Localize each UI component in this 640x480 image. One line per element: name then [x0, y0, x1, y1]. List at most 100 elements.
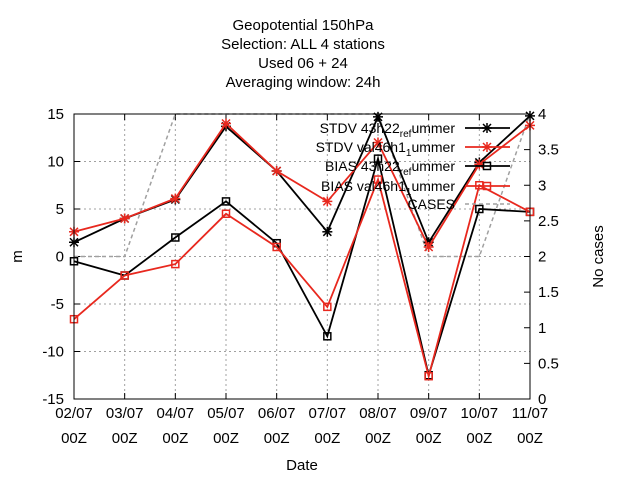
legend-label-tail: ummer: [411, 120, 455, 136]
series: [69, 110, 535, 381]
y2-tick-label: 2.5: [538, 213, 559, 230]
y2-tick-label: 1.5: [538, 284, 559, 301]
series-4: [74, 113, 531, 258]
legend-label: STDV 43h22refummer: [320, 120, 456, 140]
data-point: [423, 242, 434, 252]
x-axis-label: Date: [286, 457, 318, 474]
legend-label-sub: 1: [406, 187, 412, 198]
data-point: [373, 154, 383, 163]
y-tick-label: 5: [56, 201, 64, 218]
series-line: [73, 155, 531, 379]
data-point: [221, 209, 231, 218]
data-point: [323, 302, 332, 312]
legend-swatch-marker: [482, 161, 492, 171]
x-tick-label: 10/07: [461, 405, 499, 422]
data-point: [171, 233, 180, 242]
data-point: [170, 193, 181, 204]
y2-tick-label: 1: [538, 320, 546, 337]
data-point: [323, 332, 332, 341]
y-tick-label: -10: [42, 344, 64, 361]
legend-label: BIAS 43h22refummer: [325, 158, 455, 178]
x-tick-label: 04/07: [157, 405, 195, 422]
y2-axis-ticks: 0 0.5 1 1.5 2 2.5 3 3.5 4: [524, 106, 559, 408]
y2-tick-label: 4: [538, 106, 546, 123]
series-line: [73, 176, 531, 380]
data-point: [373, 137, 383, 148]
x-tick-sublabel: 00Z: [213, 430, 239, 447]
data-point: [120, 271, 129, 280]
legend-label-main: STDV val46h1: [316, 139, 406, 155]
y-axis-label: m: [9, 250, 26, 263]
data-point: [474, 159, 485, 170]
plot-frame: [73, 113, 531, 400]
x-tick-label: 03/07: [106, 405, 144, 422]
y2-tick-label: 3: [538, 177, 546, 194]
data-point: [271, 166, 282, 176]
legend-label-main: STDV 43h22: [320, 120, 400, 136]
data-point: [221, 197, 231, 206]
y2-tick-label: 0: [538, 391, 546, 408]
x-tick-label: 11/07: [512, 405, 548, 422]
legend-label-sub: ref: [400, 129, 412, 140]
x-tick-sublabel: 00Z: [466, 430, 492, 447]
x-tick-sublabel: 00Z: [264, 430, 290, 447]
title-line: Used 06 + 24: [258, 55, 348, 72]
series-line: [73, 122, 531, 249]
x-tick-sublabel: 00Z: [517, 430, 543, 447]
legend-swatch-marker: [482, 181, 492, 191]
data-point: [272, 242, 281, 252]
data-point: [322, 196, 333, 207]
series-3: [69, 175, 535, 381]
legend-label-sub: 1: [406, 148, 412, 159]
legend-label-sub: ref: [400, 167, 412, 178]
y-tick-label: 15: [47, 106, 64, 123]
series-1: [69, 118, 535, 252]
x-tick-sublabel: 00Z: [162, 430, 188, 447]
y2-axis-label: No cases: [590, 225, 607, 288]
legend-label-tail: ummer: [411, 158, 455, 174]
legend-label-tail: ummer: [411, 139, 455, 155]
x-tick-label: 05/07: [207, 405, 245, 422]
x-tick-sublabel: 00Z: [416, 430, 442, 447]
y-tick-label: 0: [56, 249, 64, 266]
legend-label: BIAS val46h11ummer: [321, 178, 455, 198]
legend-swatch-marker: [482, 142, 492, 152]
data-point: [373, 175, 383, 184]
chart-title: Geopotential 150hPa Selection: ALL 4 stat…: [221, 17, 385, 91]
legend-swatch-marker: [482, 123, 492, 133]
x-tick-label: 02/07: [55, 405, 93, 422]
legend-label: STDV val46h11ummer: [316, 139, 456, 159]
x-tick-label: 09/07: [410, 405, 448, 422]
y2-tick-label: 3.5: [538, 142, 559, 159]
x-tick-label: 07/07: [309, 405, 347, 422]
data-point: [322, 226, 333, 237]
data-point: [221, 118, 231, 129]
series-line: [73, 114, 531, 245]
x-tick-sublabel: 00Z: [314, 430, 340, 447]
x-tick-sublabel: 00Z: [365, 430, 391, 447]
y-tick-label: -15: [42, 391, 64, 408]
y-tick-label: 10: [47, 154, 64, 171]
x-tick-sublabel: 00Z: [61, 430, 87, 447]
series-line: [74, 113, 531, 258]
legend-label-tail: ummer: [411, 178, 455, 194]
legend-label-main: BIAS val46h1: [321, 178, 406, 194]
title-line: Averaging window: 24h: [226, 74, 381, 91]
series-0: [69, 110, 535, 248]
title-line: Geopotential 150hPa: [233, 17, 375, 34]
x-tick-sublabel: 00Z: [112, 430, 138, 447]
y2-tick-label: 2: [538, 249, 546, 266]
data-point: [171, 259, 180, 269]
title-line: Selection: ALL 4 stations: [221, 36, 385, 53]
legend-label: CASES: [408, 196, 455, 212]
legend-label-main: BIAS 43h22: [325, 158, 400, 174]
x-axis-ticks: 02/07 00Z 03/07 00Z 04/07 00Z 05/07 00Z 06/07 00Z…: [55, 114, 548, 447]
y-axis-ticks: -15 -10 -5 0 5 10 15: [42, 106, 80, 408]
data-point: [424, 371, 433, 381]
y-tick-label: -5: [51, 296, 64, 313]
data-point: [119, 213, 130, 224]
data-point: [475, 204, 484, 214]
y2-tick-label: 0.5: [538, 355, 559, 372]
